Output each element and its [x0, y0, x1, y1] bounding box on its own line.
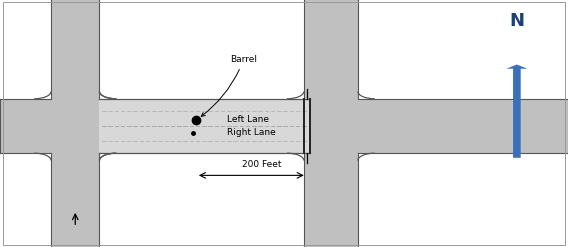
Bar — [358, 91, 375, 99]
Text: Barrel: Barrel — [201, 55, 257, 116]
Bar — [99, 91, 116, 99]
Text: N: N — [509, 12, 524, 30]
Text: 200 Feet: 200 Feet — [241, 160, 281, 169]
Bar — [99, 91, 116, 99]
Text: Right Lane: Right Lane — [227, 128, 276, 137]
Bar — [99, 99, 310, 153]
Bar — [287, 153, 304, 161]
Bar — [34, 153, 51, 161]
Bar — [51, 0, 99, 247]
Bar — [304, 0, 358, 247]
Bar — [99, 153, 116, 161]
Bar — [34, 91, 51, 99]
Bar — [99, 91, 116, 99]
Bar — [358, 99, 568, 153]
Bar — [287, 91, 304, 99]
Bar — [358, 153, 375, 161]
Text: Left Lane: Left Lane — [227, 115, 269, 124]
Bar — [99, 153, 116, 161]
Bar — [0, 99, 51, 153]
